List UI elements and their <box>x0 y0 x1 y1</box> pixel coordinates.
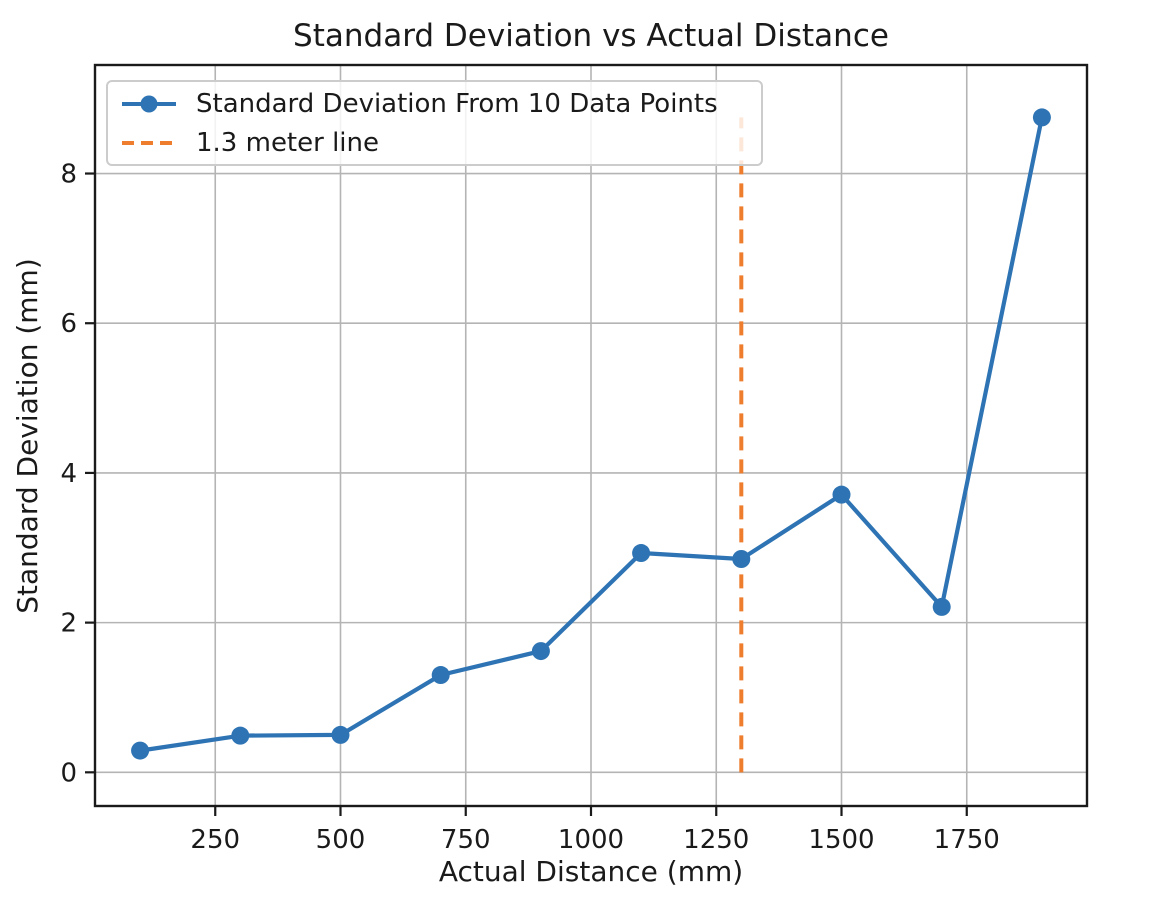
legend-item-vline: 1.3 meter line <box>120 123 749 162</box>
data-point-marker <box>632 544 651 563</box>
y-tick-label: 8 <box>60 160 77 190</box>
legend: Standard Deviation From 10 Data Points 1… <box>106 80 763 166</box>
x-tick-label: 1250 <box>683 825 749 855</box>
data-point-marker <box>431 666 450 685</box>
chart-title: Standard Deviation vs Actual Distance <box>293 18 889 54</box>
legend-marker-sample <box>140 95 158 112</box>
y-tick-label: 0 <box>60 758 77 788</box>
legend-label-series: Standard Deviation From 10 Data Points <box>196 88 718 119</box>
x-tick-label: 500 <box>316 825 366 855</box>
y-tick-label: 2 <box>60 609 77 639</box>
data-point-marker <box>1032 108 1051 127</box>
x-axis-label: Actual Distance (mm) <box>438 855 744 888</box>
line-marker-swatch-icon <box>122 95 176 112</box>
data-point-marker <box>832 485 851 504</box>
data-point-marker <box>531 642 550 661</box>
data-point-marker <box>331 725 350 744</box>
y-axis-label: Standard Deviation (mm) <box>11 258 44 614</box>
dashed-line-swatch-icon <box>122 140 176 145</box>
x-tick-label: 1750 <box>934 825 1000 855</box>
data-point-marker <box>131 741 150 760</box>
legend-label-vline: 1.3 meter line <box>196 127 380 158</box>
data-point-marker <box>732 550 751 568</box>
data-point-marker <box>231 726 250 745</box>
data-point-marker <box>932 597 951 616</box>
legend-item-series: Standard Deviation From 10 Data Points <box>120 84 749 123</box>
x-tick-label: 250 <box>190 825 240 855</box>
x-tick-label: 750 <box>441 825 491 855</box>
data-line <box>137 115 1045 753</box>
y-tick-label: 4 <box>60 459 77 489</box>
x-tick-label: 1500 <box>808 825 874 855</box>
y-tick-label: 6 <box>60 309 77 339</box>
x-tick-label: 1000 <box>558 825 624 855</box>
